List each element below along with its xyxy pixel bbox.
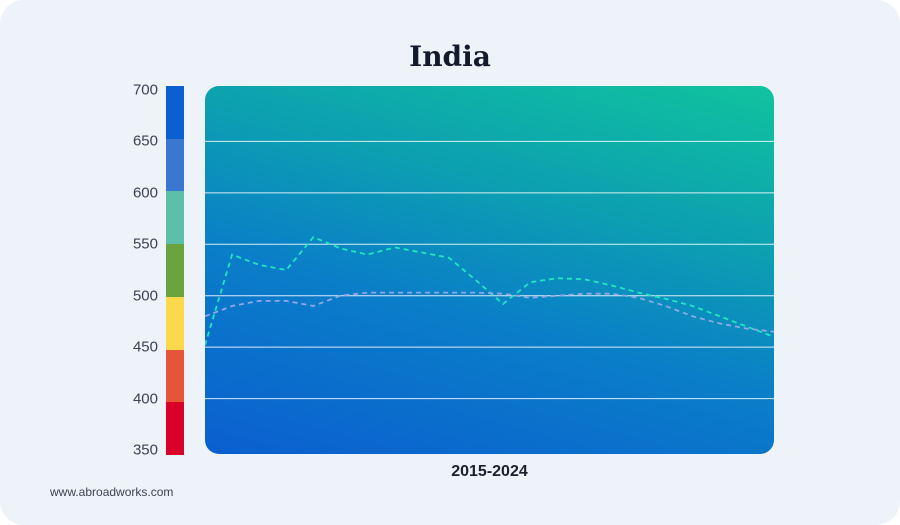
score-band-600-650 <box>166 138 184 192</box>
y-tick-label: 700 <box>132 81 158 99</box>
score-band-400-450 <box>166 349 184 403</box>
y-tick-label: 650 <box>132 132 158 150</box>
score-band-450-500 <box>166 296 184 350</box>
line-chart-svg <box>205 140 774 400</box>
x-axis-label: 2015-2024 <box>451 463 528 480</box>
score-band-550-600 <box>166 191 184 245</box>
series-line-1 <box>205 236 774 346</box>
y-tick-label: 500 <box>132 287 158 305</box>
score-band-500-550 <box>166 244 184 297</box>
y-tick-label: 550 <box>132 235 158 253</box>
score-band-350-400 <box>166 402 184 455</box>
y-tick-label: 600 <box>132 184 158 202</box>
score-band-650-700 <box>166 86 184 139</box>
chart-title: India <box>409 40 491 73</box>
y-tick-label: 450 <box>132 338 158 356</box>
source-credit: www.abroadworks.com <box>50 485 174 499</box>
y-tick-label: 350 <box>132 441 158 459</box>
y-tick-label: 400 <box>132 390 158 408</box>
plot-area <box>205 86 774 454</box>
series-line-2 <box>205 291 774 333</box>
